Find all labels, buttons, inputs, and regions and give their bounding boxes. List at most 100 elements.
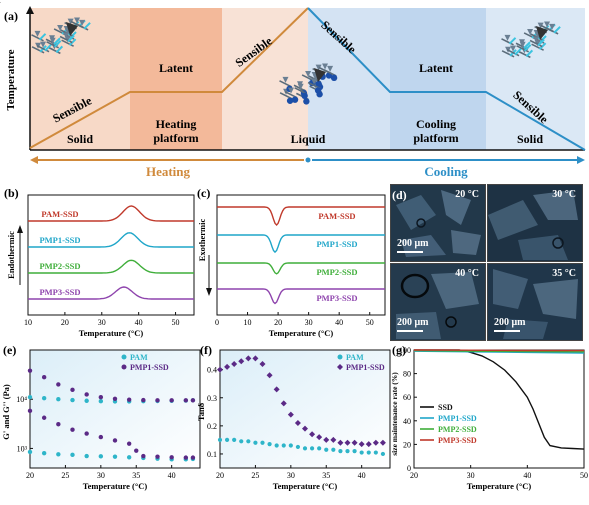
x-axis-title: Temperature (°C)	[467, 481, 532, 491]
panel-b-dsc-heating: 10 20 30 40 50 Temperature (°C) (b) Endothermic…	[0, 185, 198, 345]
polymer-chain	[529, 39, 543, 48]
series-line	[217, 288, 385, 305]
pcm-rod	[525, 49, 534, 58]
pcm-rod	[53, 40, 62, 48]
data-point	[183, 455, 189, 460]
x-tick-label: 30	[97, 471, 105, 480]
x-tick-label: 20	[61, 318, 69, 327]
x-axis-title: Temperature (°C)	[83, 481, 148, 491]
legend-marker	[121, 354, 127, 360]
x-tick-label: 30	[98, 318, 106, 327]
y-tick-label: 0.3	[207, 394, 217, 403]
crosslink-node	[533, 36, 540, 43]
data-point	[317, 446, 322, 451]
x-tick-label: 50	[366, 318, 374, 327]
chart-c: 0 10 20 30 40 50 Temperature (°C) (c) Exothermic…	[197, 186, 386, 338]
series-line	[217, 262, 385, 275]
pcm-rod	[523, 41, 531, 49]
series-line	[217, 206, 385, 227]
scale-bar-label: 200 μm	[494, 317, 526, 328]
temperature-label: 30 °C	[552, 189, 576, 200]
series-line	[28, 286, 194, 300]
chart-e: 20 25 30 35 40 Temperature (°C) 10³ 10⁴ (e) G' an…	[1, 343, 201, 491]
data-point	[224, 437, 230, 443]
x-tick-label: 40	[523, 471, 531, 480]
data-point	[287, 411, 294, 418]
pcm-bead	[303, 98, 310, 105]
pcm-rod	[38, 33, 47, 41]
pcm-rod	[53, 37, 61, 45]
x-tick-label: 20	[274, 318, 282, 327]
data-point	[84, 431, 89, 436]
data-point	[232, 437, 237, 443]
pcm-rod	[44, 43, 52, 52]
panel-label: (g)	[392, 343, 406, 357]
data-point	[266, 372, 273, 379]
panel-label: (a)	[4, 9, 18, 23]
data-point	[324, 447, 329, 452]
data-point	[98, 454, 104, 459]
zone-name: platform	[153, 131, 198, 145]
y-tick-label: 80	[403, 370, 411, 379]
panel-label: (e)	[3, 343, 16, 357]
crosslink-node	[79, 19, 86, 26]
data-point	[366, 450, 371, 455]
panel-e-rheology: 20 25 30 35 40 Temperature (°C) 10³ 10⁴ (e) G' an…	[0, 342, 206, 500]
heating-label: Heating	[146, 164, 191, 179]
legend-label: PMP2-SSD	[438, 425, 477, 434]
chart-f: 20 25 30 35 40 Temperature (°C) 0.1 0.2 0.3 0.4 (f…	[196, 343, 391, 491]
legend-marker	[337, 364, 343, 370]
y-tick-label: 0	[407, 464, 411, 473]
polymer-chain	[517, 50, 531, 59]
data-point	[217, 437, 223, 443]
data-point	[27, 449, 33, 455]
zone-name: platform	[413, 131, 458, 145]
panel-g-size-maintenance: 20 30 40 50 Temperature (°C) 0 20 40 60 80 100 (g) s…	[390, 342, 589, 500]
y-axis-arrow	[26, 6, 34, 14]
pcm-rod	[514, 47, 522, 56]
data-point	[259, 361, 266, 368]
pcm-rod	[69, 31, 77, 39]
data-point	[84, 392, 89, 397]
panel-d-micrographs: (d) 20 °C 200 μm 30 °C	[388, 182, 589, 344]
series-line	[413, 349, 585, 353]
polymer-chain	[531, 43, 544, 51]
data-point	[27, 408, 33, 414]
crosslink-node	[305, 70, 312, 77]
y-axis-title: Tanδ	[198, 402, 206, 421]
endo-arrow-head	[17, 225, 23, 233]
arrow-glyph	[314, 68, 326, 82]
legend-marker	[121, 364, 127, 370]
x-tick-label: 40	[335, 318, 343, 327]
pcm-bead	[291, 96, 299, 103]
zone-background	[30, 8, 130, 150]
crosslink-node	[327, 65, 334, 72]
solid-network-illustration	[31, 17, 91, 55]
data-point	[316, 434, 323, 441]
x-tick-label: 35	[322, 471, 330, 480]
crosslink-node	[49, 37, 56, 44]
data-point	[231, 361, 238, 368]
pcm-bead	[330, 74, 338, 82]
x-tick-label: 30	[305, 318, 313, 327]
plot-frame	[216, 194, 386, 316]
x-tick-label: 20	[216, 471, 224, 480]
cooling-arrow-head	[577, 156, 585, 164]
series-line	[28, 259, 194, 274]
y-tick-label: 60	[403, 393, 411, 402]
data-point	[239, 439, 244, 444]
micrograph-35c: 35 °C 200 μm	[487, 263, 583, 341]
series-line	[28, 232, 194, 248]
data-point	[169, 398, 174, 403]
y-tick-label: 10³	[17, 444, 28, 453]
y-tick-label: 100	[399, 346, 411, 355]
crosslink-node	[549, 23, 556, 30]
data-point	[27, 368, 33, 373]
data-point	[155, 398, 160, 403]
data-point	[309, 431, 316, 438]
data-point	[302, 446, 308, 451]
data-point	[112, 438, 118, 443]
arrow-glyph	[66, 22, 78, 36]
series-label: PMP1-SSD	[39, 235, 80, 245]
